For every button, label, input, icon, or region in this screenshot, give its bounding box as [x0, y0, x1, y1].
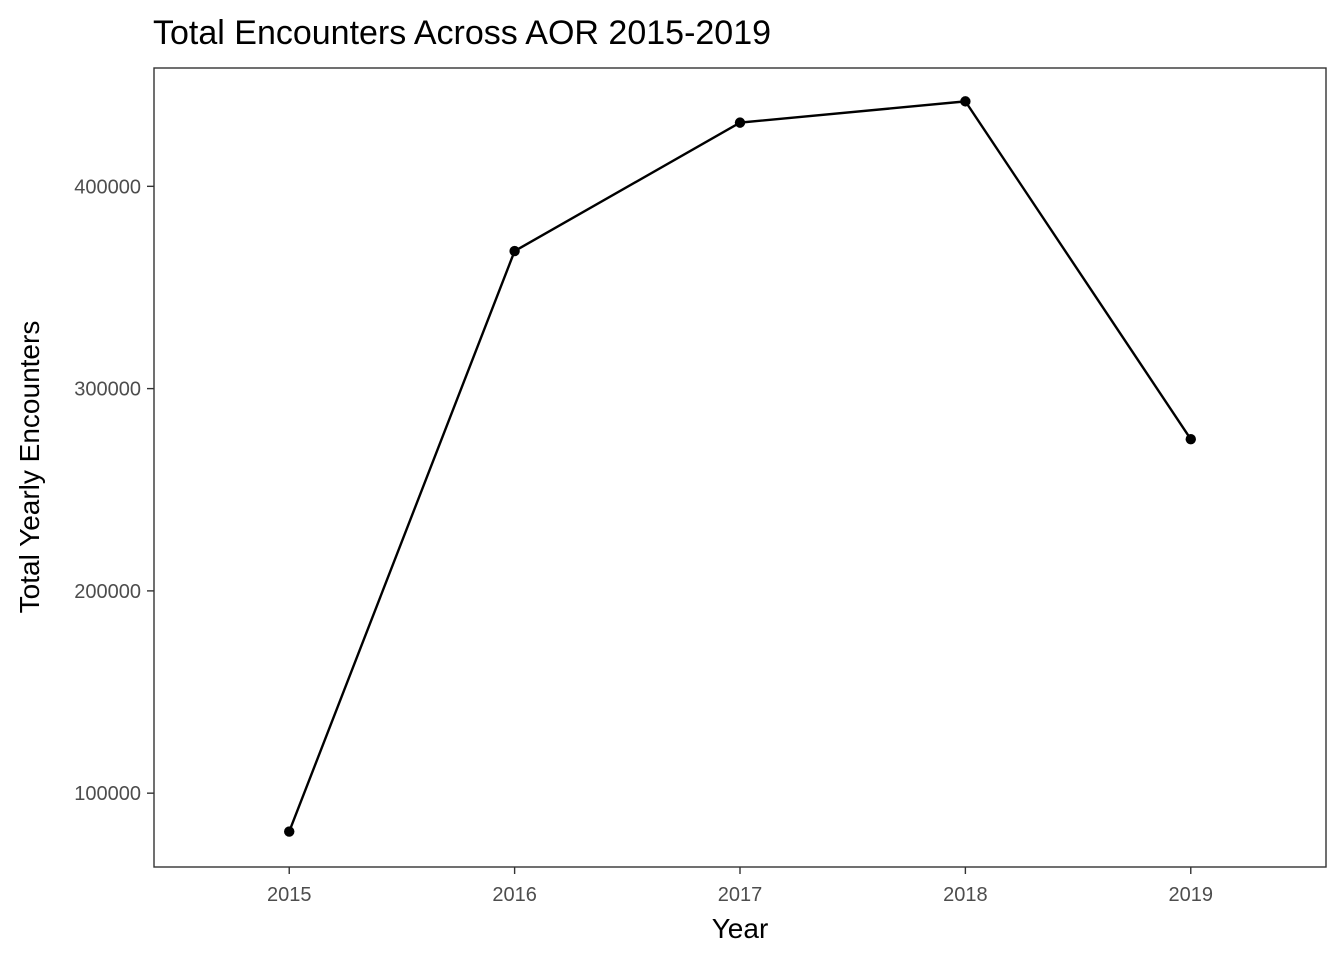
y-tick-label: 400000: [74, 176, 141, 198]
series-layer: [284, 96, 1196, 837]
data-point: [509, 245, 520, 257]
x-axis-title: Year: [712, 913, 769, 944]
y-tick-label: 300000: [74, 379, 141, 401]
y-axis: 100000 200000 300000 400000: [74, 176, 154, 805]
x-tick-label: 2015: [267, 884, 312, 906]
x-tick-label: 2018: [943, 884, 988, 906]
data-point: [734, 117, 746, 128]
data-point: [960, 96, 971, 107]
y-axis-title: Total Yearly Encounters: [14, 321, 45, 614]
data-point: [1185, 433, 1196, 445]
y-tick-label: 100000: [74, 783, 141, 805]
x-tick-label: 2017: [718, 884, 763, 906]
plot-panel: [153, 67, 1327, 868]
data-point: [284, 826, 295, 837]
x-axis: 2015 2016 2017 2018 2019: [267, 867, 1213, 906]
series-line: [288, 100, 1192, 833]
y-tick-label: 200000: [74, 581, 141, 603]
x-tick-label: 2019: [1169, 884, 1214, 906]
chart-title: Total Encounters Across AOR 2015-2019: [153, 14, 771, 52]
x-tick-label: 2016: [492, 884, 537, 906]
